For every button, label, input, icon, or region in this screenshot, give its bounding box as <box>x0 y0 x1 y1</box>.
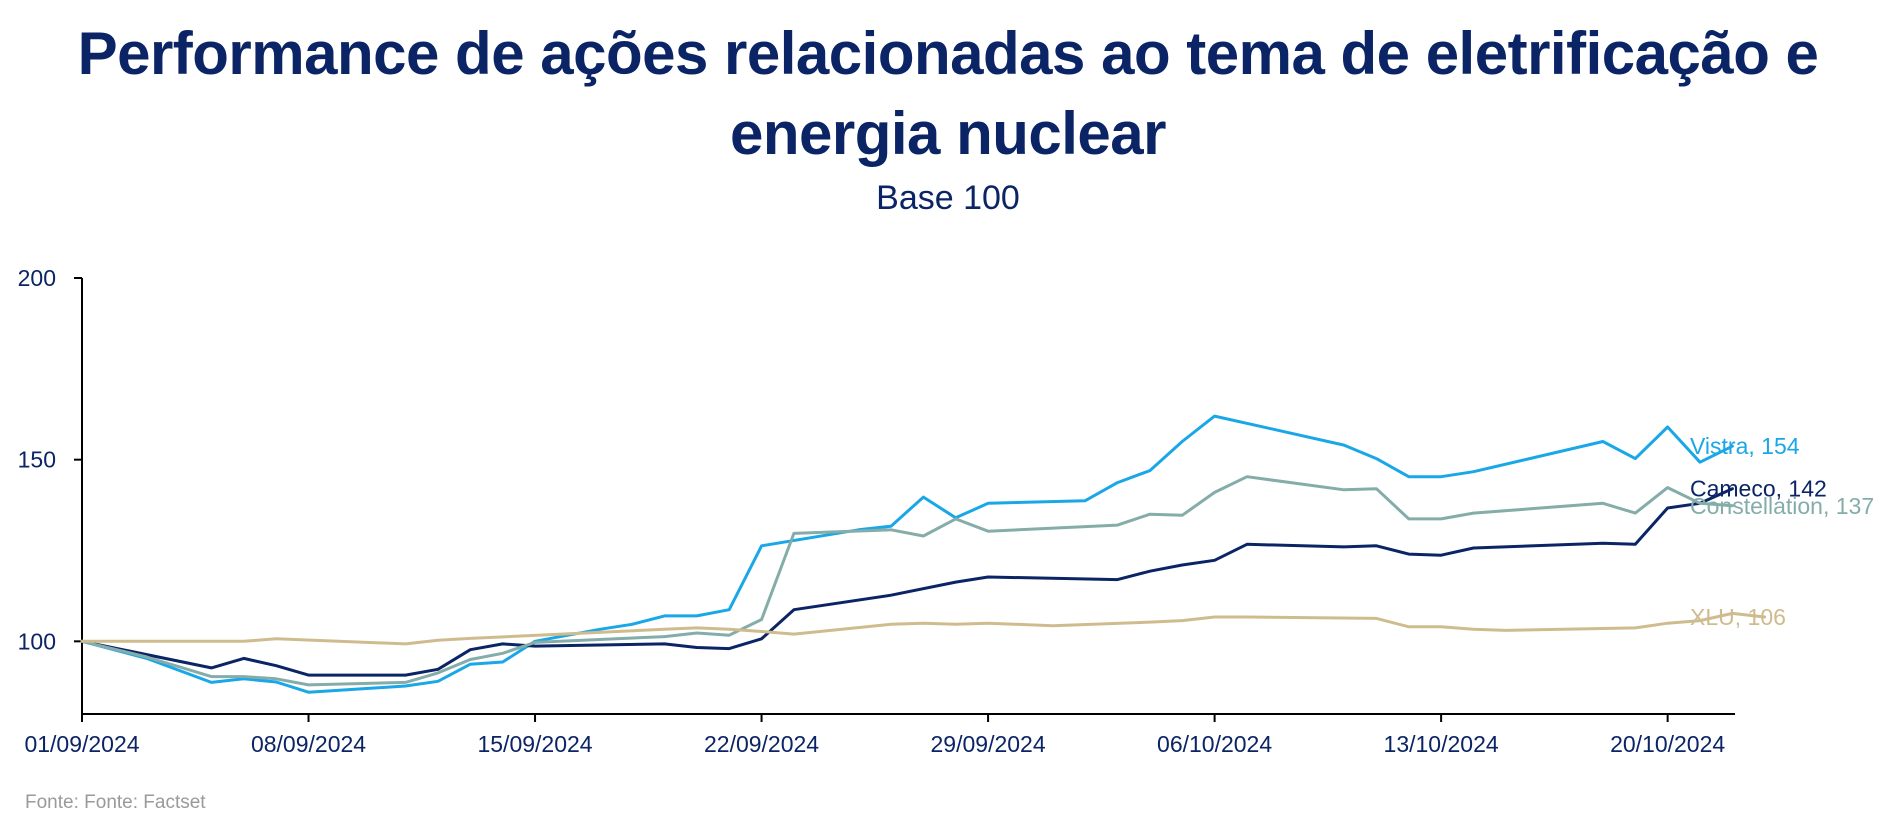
series-label-constellation: Constellation, 137 <box>1690 493 1874 519</box>
x-tick-label: 29/09/2024 <box>931 731 1046 757</box>
x-tick-label: 01/09/2024 <box>24 731 139 757</box>
series-label-cameco: Cameco, 142 <box>1690 476 1827 502</box>
x-tick-label: 22/09/2024 <box>704 731 819 757</box>
y-tick-label: 200 <box>18 265 56 291</box>
axes: 100 150 200 01/09/2024 08/09/2024 15/09/2024 2… <box>18 265 1735 757</box>
x-tick-label: 20/10/2024 <box>1610 731 1725 757</box>
x-tick-label: 06/10/2024 <box>1157 731 1272 757</box>
chart-title: Performance de ações relacionadas ao tem… <box>77 20 1819 167</box>
series-label-xlu: XLU, 106 <box>1690 604 1786 630</box>
chart-source-note: Fonte: Fonte: Factset <box>25 792 206 813</box>
series-label-vistra: Vistra, 154 <box>1690 433 1800 459</box>
chart-subtitle: Base 100 <box>876 179 1020 217</box>
series-line-constellation <box>80 475 1734 687</box>
series-line-vistra <box>80 414 1734 694</box>
y-tick-label: 150 <box>18 447 56 473</box>
series-line-xlu <box>80 611 1767 646</box>
series-lines <box>80 414 1767 694</box>
x-tick-label: 13/10/2024 <box>1384 731 1499 757</box>
y-tick-label: 100 <box>18 628 56 654</box>
x-tick-label: 15/09/2024 <box>477 731 592 757</box>
series-line-cameco <box>80 487 1734 677</box>
x-tick-label: 08/09/2024 <box>251 731 366 757</box>
